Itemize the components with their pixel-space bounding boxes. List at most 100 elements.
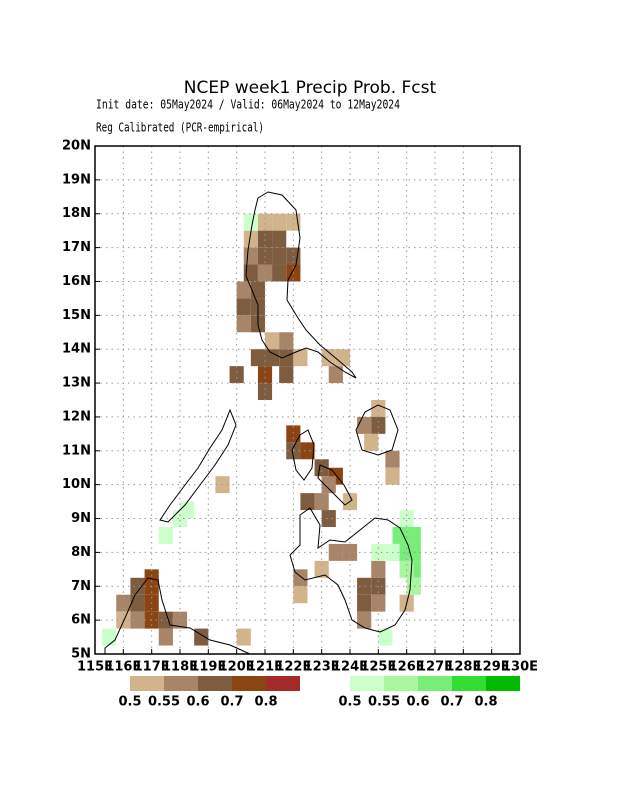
legend-label: 0.6 bbox=[406, 695, 429, 710]
grid-cell bbox=[265, 349, 280, 367]
legend-swatch bbox=[232, 676, 266, 691]
grid-cell bbox=[236, 298, 251, 316]
legend-label: 0.8 bbox=[474, 695, 497, 710]
legend: 0.5 0.55 0.6 0.7 0.8 0.5 0.55 0.6 0.7 0.8 bbox=[118, 676, 520, 710]
grid-cell bbox=[321, 510, 336, 527]
grid-cell bbox=[300, 493, 315, 511]
legend-label: 0.6 bbox=[186, 695, 209, 710]
grid-cell bbox=[257, 213, 273, 231]
grid-cell bbox=[272, 247, 287, 265]
title: NCEP week1 Precip Prob. Fcst bbox=[184, 78, 437, 98]
grid-cell bbox=[236, 281, 251, 299]
grid-cell bbox=[130, 594, 145, 612]
grid-cell bbox=[406, 543, 421, 561]
x-tick-label: 128E bbox=[445, 660, 481, 675]
grid-cell bbox=[243, 264, 258, 282]
grid-cell bbox=[300, 442, 315, 460]
grid-cell bbox=[158, 611, 173, 629]
grid-cell bbox=[243, 247, 258, 265]
x-tick-label: 121E bbox=[247, 660, 283, 675]
grid-cell bbox=[272, 230, 287, 248]
y-tick-label: 17N bbox=[62, 240, 91, 255]
grid-cell bbox=[257, 383, 273, 400]
grid-cell bbox=[236, 628, 251, 646]
grid-cell bbox=[357, 577, 372, 595]
subtitle: Init date: 05May2024 / Valid: 06May2024 … bbox=[96, 97, 400, 112]
y-tick-label: 15N bbox=[62, 308, 91, 323]
grid-cell bbox=[321, 349, 336, 367]
y-tick-label: 19N bbox=[62, 172, 91, 187]
x-tick-label: 115E bbox=[77, 660, 113, 675]
x-tick-label: 125E bbox=[360, 660, 396, 675]
grid-cell bbox=[314, 560, 329, 578]
coastline bbox=[104, 191, 413, 655]
grid-cell bbox=[371, 400, 386, 417]
legend-label: 0.55 bbox=[368, 695, 400, 710]
grid-cell bbox=[328, 543, 343, 561]
grid-cell bbox=[399, 510, 414, 527]
y-tick-label: 8N bbox=[71, 545, 91, 560]
y-tick-label: 18N bbox=[62, 206, 91, 221]
grid-cell bbox=[236, 315, 251, 333]
x-tick-label: 124E bbox=[332, 660, 368, 675]
legend-label: 0.55 bbox=[148, 695, 180, 710]
grid-cell bbox=[279, 349, 294, 367]
grid-cell bbox=[257, 230, 273, 248]
y-tick-label: 13N bbox=[62, 376, 91, 391]
grid-cell bbox=[371, 560, 386, 578]
grid-cell bbox=[279, 366, 294, 384]
subtitle: Reg Calibrated (PCR-empirical) bbox=[96, 120, 264, 135]
grid-cell bbox=[399, 560, 414, 578]
grid-cell bbox=[357, 611, 372, 629]
y-tick-label: 5N bbox=[71, 647, 91, 662]
legend-swatch bbox=[198, 676, 232, 691]
legend-label: 0.8 bbox=[254, 695, 277, 710]
grid-cell bbox=[293, 349, 308, 367]
grid-cell bbox=[243, 230, 258, 248]
x-tick-label: 116E bbox=[105, 660, 141, 675]
legend-swatch bbox=[266, 676, 300, 691]
y-tick-label: 6N bbox=[71, 613, 91, 628]
grid-cell bbox=[257, 366, 273, 384]
legend-swatch bbox=[486, 676, 520, 691]
grid-cell bbox=[371, 543, 386, 561]
grid-cell bbox=[378, 628, 393, 646]
grid-cell bbox=[272, 264, 287, 282]
x-tick-label: 120E bbox=[219, 660, 255, 675]
legend-label: 0.5 bbox=[338, 695, 361, 710]
x-tick-label: 129E bbox=[474, 660, 510, 675]
grid-cell bbox=[328, 366, 343, 384]
grid-cell bbox=[130, 611, 145, 629]
grid-cell bbox=[371, 416, 386, 434]
grid-cell bbox=[314, 459, 329, 477]
grid-cell bbox=[357, 594, 372, 612]
x-tick-label: 119E bbox=[190, 660, 226, 675]
x-tick-label: 126E bbox=[389, 660, 425, 675]
grid-cell bbox=[392, 527, 407, 544]
grid-cell bbox=[279, 332, 294, 350]
y-tick-label: 7N bbox=[71, 579, 91, 594]
legend-label: 0.7 bbox=[440, 695, 463, 710]
grid-cell bbox=[194, 628, 209, 646]
y-tick-label: 10N bbox=[62, 477, 91, 492]
y-tick-label: 12N bbox=[62, 409, 91, 424]
grid-cell bbox=[250, 349, 265, 367]
grid-cell bbox=[357, 416, 372, 434]
y-tick-label: 16N bbox=[62, 274, 91, 289]
x-tick-label: 130E bbox=[502, 660, 538, 675]
plot-frame bbox=[94, 145, 521, 655]
grid-cell bbox=[321, 476, 336, 494]
grid-cell bbox=[335, 349, 350, 367]
y-tick-label: 20N bbox=[62, 139, 91, 154]
grid-cell bbox=[144, 569, 159, 587]
legend-swatch bbox=[384, 676, 418, 691]
y-tick-label: 9N bbox=[71, 511, 91, 526]
grid-cell bbox=[250, 281, 265, 299]
grid-cell bbox=[293, 586, 308, 604]
x-tick-label: 118E bbox=[162, 660, 198, 675]
grid-cell bbox=[314, 493, 329, 511]
grid-cell bbox=[342, 543, 358, 561]
cells bbox=[102, 213, 421, 646]
legend-swatch bbox=[130, 676, 164, 691]
legend-label: 0.7 bbox=[220, 695, 243, 710]
